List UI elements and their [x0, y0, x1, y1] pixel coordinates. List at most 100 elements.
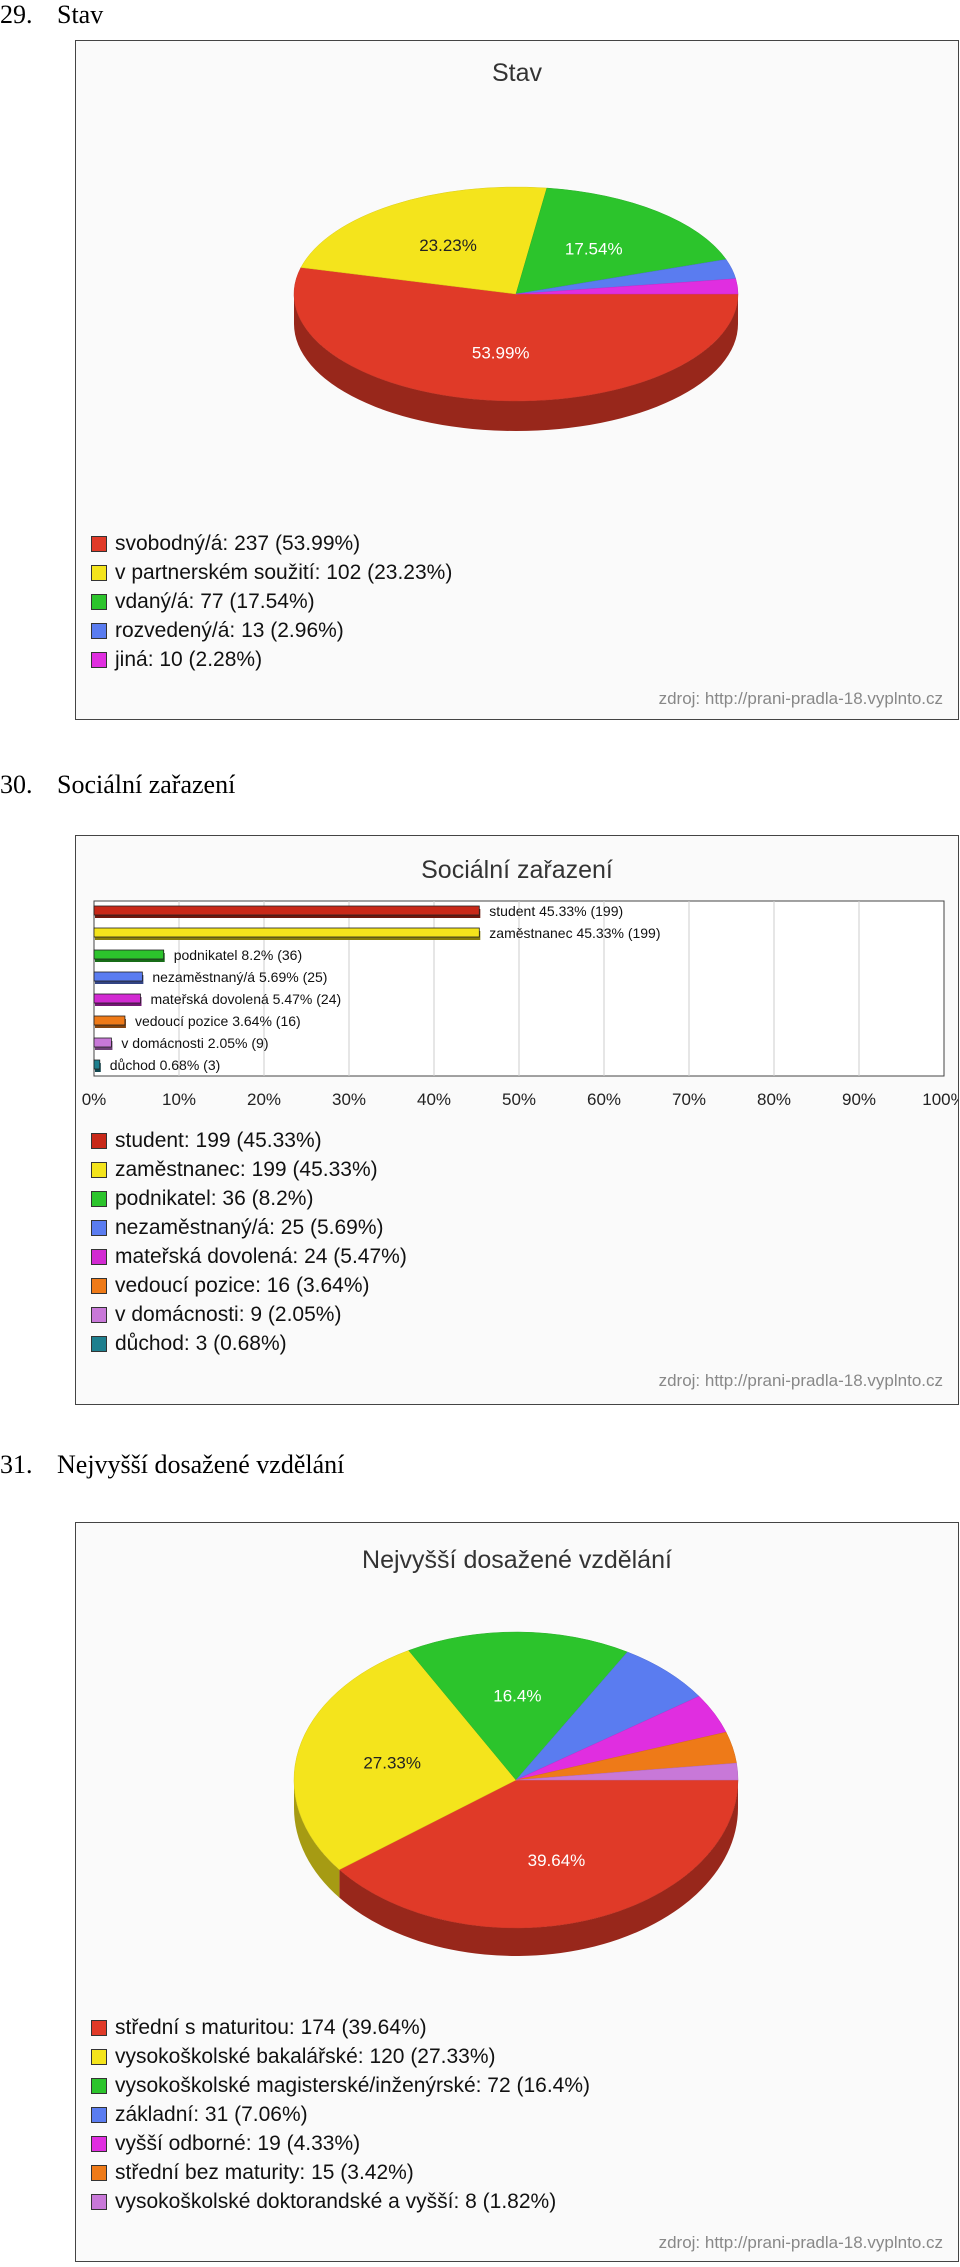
chart-panel-socialni: Sociální zařazení 0% 10% 20% 30% 40% 50% 60% 70… [75, 835, 959, 1405]
legend-entry: vedoucí pozice: 16 (3.64%) [91, 1271, 407, 1300]
legend-swatch [91, 1161, 107, 1178]
legend-label: v partnerském soužití: 102 (23.23%) [115, 560, 453, 584]
legend-swatch [91, 535, 107, 552]
bar-label: mateřská dovolená 5.47% (24) [150, 991, 341, 1007]
legend-swatch [91, 2135, 107, 2152]
section-heading-30: 30. Sociální zařazení [0, 770, 235, 800]
chart-title: Sociální zařazení [421, 856, 613, 884]
legend-entry: vysokoškolské bakalářské: 120 (27.33%) [91, 2042, 590, 2071]
x-tick-label: 0% [82, 1090, 107, 1109]
legend-entry: svobodný/á: 237 (53.99%) [91, 529, 452, 558]
legend-label: rozvedený/á: 13 (2.96%) [115, 618, 344, 642]
x-tick-label: 40% [417, 1090, 451, 1109]
legend-entry: podnikatel: 36 (8.2%) [91, 1184, 407, 1213]
pie-chart-vzdelani: 39.64% 27.33% 16.4% [293, 1631, 739, 1956]
x-tick-label: 30% [332, 1090, 366, 1109]
legend-swatch [91, 2106, 107, 2123]
source-note: zdroj: http://prani-pradla-18.vyplnto.cz [658, 2233, 943, 2252]
legend-entry: student: 199 (45.33%) [91, 1126, 407, 1155]
bar-label: zaměstnanec 45.33% (199) [489, 925, 660, 941]
legend-swatch [91, 2019, 107, 2036]
chart-panel-vzdelani: Nejvyšší dosažené vzdělání 39.64% 27.33% 1… [75, 1522, 959, 2262]
pie-slice-label: 17.54% [565, 240, 623, 259]
x-tick-label: 20% [247, 1090, 281, 1109]
legend-entry: důchod: 3 (0.68%) [91, 1329, 407, 1358]
legend-swatch [91, 564, 107, 581]
source-note: zdroj: http://prani-pradla-18.vyplnto.cz [658, 1371, 943, 1390]
legend-swatch [91, 2077, 107, 2094]
x-tick-label: 100% [922, 1090, 958, 1109]
legend-entry: vdaný/á: 77 (17.54%) [91, 587, 452, 616]
bar-label: v domácnosti 2.05% (9) [121, 1035, 268, 1051]
section-heading-29: 29. Stav [0, 0, 103, 30]
x-tick-label: 70% [672, 1090, 706, 1109]
legend-label: v domácnosti: 9 (2.05%) [115, 1302, 342, 1326]
legend-label: svobodný/á: 237 (53.99%) [115, 531, 361, 555]
x-tick-label: 50% [502, 1090, 536, 1109]
legend-label: základní: 31 (7.06%) [115, 2102, 308, 2126]
legend-label: zaměstnanec: 199 (45.33%) [115, 1157, 378, 1181]
legend-entry: zaměstnanec: 199 (45.33%) [91, 1155, 407, 1184]
legend-swatch [91, 1190, 107, 1207]
legend-swatch [91, 1219, 107, 1236]
legend-label: vedoucí pozice: 16 (3.64%) [115, 1273, 370, 1297]
legend-swatch [91, 651, 107, 668]
pie-slice [408, 1631, 628, 1781]
legend-swatch [91, 593, 107, 610]
legend-entry: nezaměstnaný/á: 25 (5.69%) [91, 1213, 407, 1242]
legend-swatch [91, 2048, 107, 2065]
source-note: zdroj: http://prani-pradla-18.vyplnto.cz [658, 689, 943, 708]
legend-swatch [91, 1132, 107, 1149]
section-heading-31: 31. Nejvyšší dosažené vzdělání [0, 1450, 344, 1480]
pie-slice-side [294, 1780, 340, 1898]
legend-swatch [91, 1248, 107, 1265]
section-number: 29. [0, 0, 33, 29]
legend-label: vysokoškolské bakalářské: 120 (27.33%) [115, 2044, 496, 2068]
legend-entry: v domácnosti: 9 (2.05%) [91, 1300, 407, 1329]
legend-entry: vyšší odborné: 19 (4.33%) [91, 2129, 590, 2158]
bar [93, 993, 141, 1004]
bar [93, 905, 480, 916]
pie-slice-label: 23.23% [419, 236, 477, 255]
legend-swatch [91, 622, 107, 639]
pie-slice [300, 186, 548, 295]
bar [93, 927, 480, 938]
legend-swatch [91, 1277, 107, 1294]
chart-legend: střední s maturitou: 174 (39.64%) vysokoš… [91, 2013, 590, 2216]
legend-entry: mateřská dovolená: 24 (5.47%) [91, 1242, 407, 1271]
legend-label: střední bez maturity: 15 (3.42%) [115, 2160, 414, 2184]
section-title: Stav [57, 0, 104, 29]
legend-label: mateřská dovolená: 24 (5.47%) [115, 1244, 407, 1268]
pie-slice-label: 39.64% [528, 1851, 586, 1870]
bar-label: podnikatel 8.2% (36) [174, 947, 302, 963]
x-tick-label: 80% [757, 1090, 791, 1109]
pie-slice [515, 1762, 739, 1781]
bar [93, 1015, 126, 1026]
bar [93, 1059, 101, 1070]
pie-slice-side [339, 1780, 738, 1956]
chart-legend: svobodný/á: 237 (53.99%) v partnerském so… [91, 529, 452, 674]
bar-label: vedoucí pozice 3.64% (16) [135, 1013, 301, 1029]
pie-slice-side [294, 294, 738, 431]
pie-slice-label: 16.4% [493, 1687, 541, 1706]
legend-entry: střední s maturitou: 174 (39.64%) [91, 2013, 590, 2042]
legend-label: vdaný/á: 77 (17.54%) [115, 589, 315, 613]
bar [93, 1037, 112, 1048]
legend-label: vyšší odborné: 19 (4.33%) [115, 2131, 361, 2155]
legend-swatch [91, 1306, 107, 1323]
legend-label: vysokoškolské doktorandské a vyšší: 8 (1… [115, 2189, 557, 2213]
pie-slice-label: 53.99% [472, 343, 530, 362]
legend-entry: vysokoškolské magisterské/inženýrské: 72… [91, 2071, 590, 2100]
legend-label: důchod: 3 (0.68%) [115, 1331, 287, 1355]
legend-label: střední s maturitou: 174 (39.64%) [115, 2015, 427, 2039]
section-title: Nejvyšší dosažené vzdělání [57, 1450, 345, 1479]
bar-label: student 45.33% (199) [489, 903, 623, 919]
chart-legend: student: 199 (45.33%) zaměstnanec: 199 (4… [91, 1126, 407, 1358]
legend-swatch [91, 2193, 107, 2210]
pie-slice [338, 1779, 739, 1929]
bar-label: důchod 0.68% (3) [110, 1057, 221, 1073]
bar [93, 971, 143, 982]
bar [93, 949, 165, 960]
legend-swatch [91, 2164, 107, 2181]
legend-label: vysokoškolské magisterské/inženýrské: 72… [115, 2073, 591, 2097]
